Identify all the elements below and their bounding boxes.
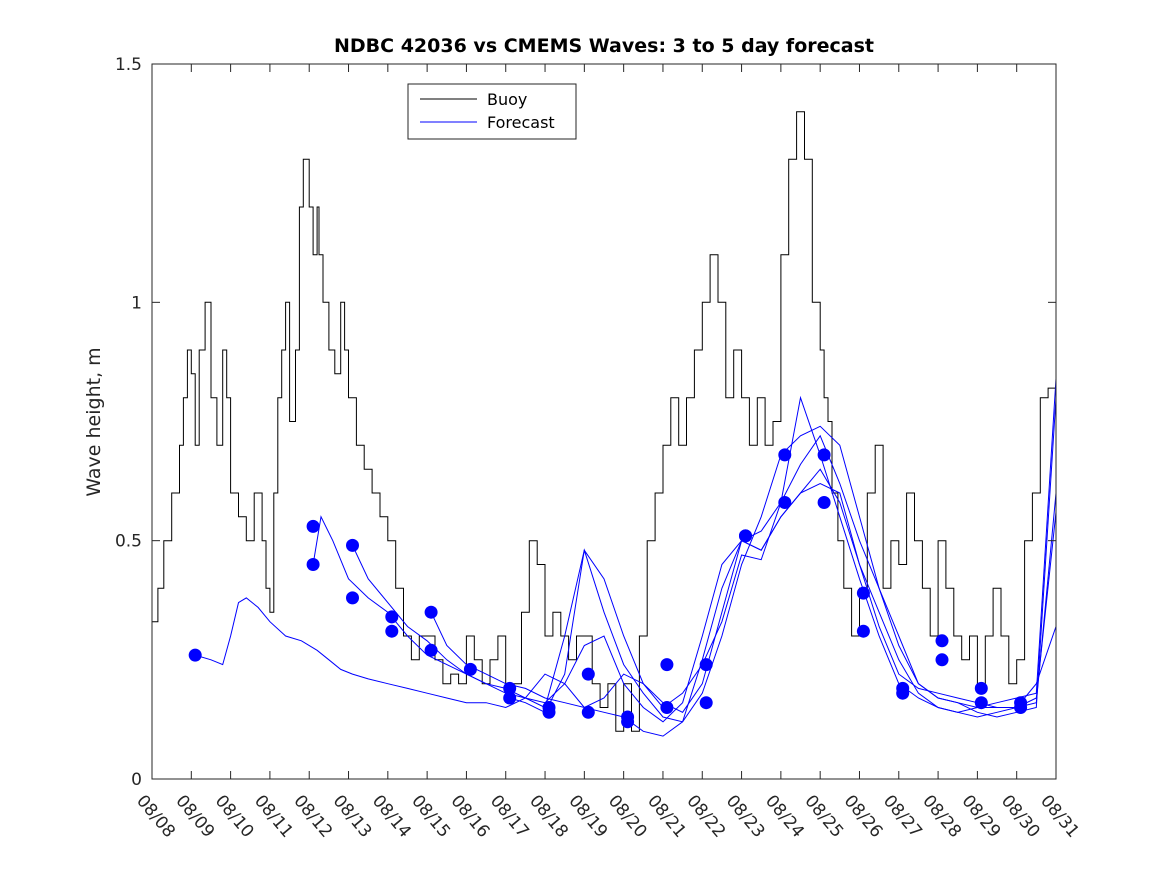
forecast-marker-point xyxy=(542,705,556,719)
forecast-marker-point xyxy=(346,538,359,552)
forecast-marker-point xyxy=(424,643,438,657)
forecast-marker-point xyxy=(935,653,949,667)
forecast-marker-point xyxy=(974,696,988,710)
y-tick-label: 0 xyxy=(131,770,142,790)
chart-title: NDBC 42036 vs CMEMS Waves: 3 to 5 day fo… xyxy=(334,35,874,57)
forecast-marker-point xyxy=(856,624,870,638)
forecast-marker-point xyxy=(817,496,831,509)
forecast-marker-point xyxy=(385,624,399,638)
forecast-marker-point xyxy=(306,558,320,571)
legend-box xyxy=(407,83,577,140)
forecast-marker-point xyxy=(896,686,910,700)
forecast-marker-point xyxy=(660,658,674,672)
legend: Buoy Forecast xyxy=(407,83,577,140)
forecast-marker-point xyxy=(856,586,870,600)
forecast-marker-point xyxy=(385,610,399,624)
forecast-marker-point xyxy=(503,691,517,705)
forecast-marker-point xyxy=(424,605,438,619)
y-axis-label: Wave height, m xyxy=(83,347,105,496)
plot-area xyxy=(152,111,1057,737)
series-forecast-line-1 xyxy=(195,468,1057,737)
forecast-marker-point xyxy=(306,519,320,533)
forecast-marker-point xyxy=(778,448,792,462)
y-tick-label: 1 xyxy=(131,293,142,313)
forecast-marker-point xyxy=(935,634,949,648)
legend-forecast-label: Forecast xyxy=(487,113,555,132)
forecast-marker-point xyxy=(346,591,359,605)
forecast-marker-point xyxy=(739,529,752,543)
forecast-marker-point xyxy=(1014,701,1028,714)
forecast-marker-point xyxy=(974,681,988,695)
y-tick-label: 1.5 xyxy=(115,55,142,75)
y-tick-label: 0.5 xyxy=(115,532,142,552)
legend-buoy-label: Buoy xyxy=(487,90,527,109)
axes-box xyxy=(151,63,1057,780)
forecast-marker-point xyxy=(621,715,635,729)
series-buoy-line xyxy=(152,111,1057,732)
forecast-marker-point xyxy=(778,496,792,509)
forecast-marker-point xyxy=(463,662,477,676)
forecast-marker-point xyxy=(581,705,595,719)
forecast-marker-point xyxy=(699,658,713,672)
forecast-marker-point xyxy=(188,648,202,662)
forecast-marker-point xyxy=(699,696,713,710)
forecast-marker-point xyxy=(581,667,595,681)
forecast-marker-point xyxy=(817,448,831,462)
forecast-marker-point xyxy=(660,701,674,714)
forecast-marker-point xyxy=(503,681,517,695)
